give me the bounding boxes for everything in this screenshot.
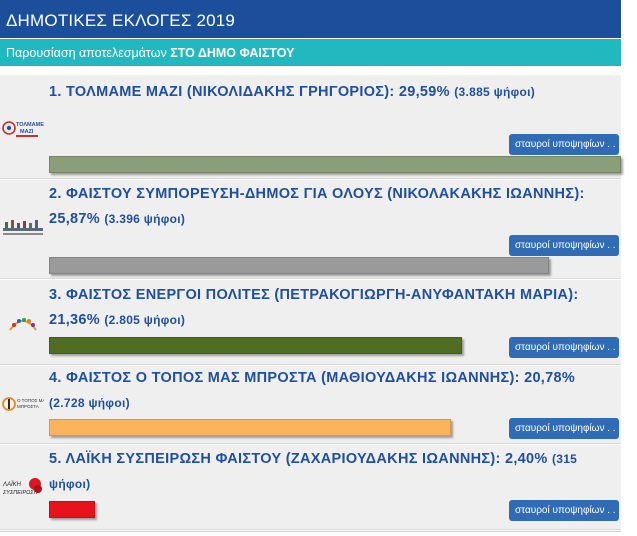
result-votes: (2.805 ψήφοι) [104, 313, 186, 327]
svg-text:Ο ΤΟΠΟΣ ΜΑΣ: Ο ΤΟΠΟΣ ΜΑΣ [17, 398, 44, 403]
result-title: 2. ΦΑΙΣΤΟΥ ΣΥΜΠΟΡΕΥΣΗ-ΔΗΜΟΣ ΓΙΑ ΟΛΟΥΣ (Ν… [49, 182, 609, 232]
result-card: Ο ΤΟΠΟΣ ΜΑΣ ΜΠΡΟΣΤΑ 4. ΦΑΙΣΤΟΣ Ο ΤΟΠΟΣ Μ… [0, 366, 621, 444]
svg-text:ΜΠΡΟΣΤΑ: ΜΠΡΟΣΤΑ [17, 404, 39, 409]
candidates-votes-button[interactable]: σταυροί υποψηφίων . . . [509, 418, 621, 439]
candidates-votes-button[interactable]: σταυροί υποψηφίων . . . [509, 235, 621, 256]
party-logo: ΛΑΪΚΗ ΣΥΣΠΕΙΡΩΣΗ [2, 475, 44, 501]
page-title: ΔΗΜΟΤΙΚΕΣ ΕΚΛΟΓΕΣ 2019 [0, 0, 621, 38]
svg-text:ΛΑΪΚΗ: ΛΑΪΚΗ [2, 481, 22, 488]
result-card: ΤΟΛΜΑΜΕ ΜΑΖΙ 1. ΤΟΛΜΑΜΕ ΜΑΖΙ (ΝΙΚΟΛΙΔΑΚΗ… [0, 75, 621, 179]
party-logo: Ο ΤΟΠΟΣ ΜΑΣ ΜΠΡΟΣΤΑ [2, 391, 44, 417]
result-card: 3. ΦΑΙΣΤΟΣ ΕΝΕΡΓΟΙ ΠΟΛΙΤΕΣ (ΠΕΤΡΑΚΟΓΙΩΡΓ… [0, 280, 621, 365]
result-title-text: 2. ΦΑΙΣΤΟΥ ΣΥΜΠΟΡΕΥΣΗ-ΔΗΜΟΣ ΓΙΑ ΟΛΟΥΣ (Ν… [49, 186, 585, 227]
svg-text:ΤΟΛΜΑΜΕ: ΤΟΛΜΑΜΕ [16, 122, 44, 128]
result-card: 2. ΦΑΙΣΤΟΥ ΣΥΜΠΟΡΕΥΣΗ-ΔΗΜΟΣ ΓΙΑ ΟΛΟΥΣ (Ν… [0, 180, 621, 279]
svg-text:ΣΥΣΠΕΙΡΩΣΗ: ΣΥΣΠΕΙΡΩΣΗ [2, 490, 38, 496]
result-bar [49, 337, 462, 354]
candidates-votes-button[interactable]: σταυροί υποψηφίων . . . [509, 134, 621, 155]
result-title-text: 5. ΛΑΪΚΗ ΣΥΣΠΕΙΡΩΣΗ ΦΑΙΣΤΟΥ (ΖΑΧΑΡΙΟΥΔΑΚ… [49, 451, 548, 467]
result-bar [49, 156, 621, 173]
result-title: 5. ΛΑΪΚΗ ΣΥΣΠΕΙΡΩΣΗ ΦΑΙΣΤΟΥ (ΖΑΧΑΡΙΟΥΔΑΚ… [49, 447, 609, 497]
party-logo [2, 310, 44, 336]
result-votes: (315 ψήφοι) [49, 452, 578, 491]
result-bar [49, 501, 95, 518]
subtitle-prefix: Παρουσίαση αποτελεσμάτων [6, 46, 167, 60]
subtitle-bar: Παρουσίαση αποτελεσμάτων ΣΤΟ ΔΗΜΟ ΦΑΙΣΤΟ… [0, 39, 621, 66]
candidates-votes-button[interactable]: σταυροί υποψηφίων . . . [509, 500, 621, 521]
result-votes: (2.728 ψήφοι) [49, 396, 130, 410]
result-votes: (3.885 ψήφοι) [454, 85, 536, 99]
result-title-text: 1. ΤΟΛΜΑΜΕ ΜΑΖΙ (ΝΙΚΟΛΙΔΑΚΗΣ ΓΡΗΓΟΡΙΟΣ):… [49, 84, 450, 100]
result-votes: (3.396 ψήφοι) [104, 212, 186, 226]
result-title-text: 3. ΦΑΙΣΤΟΣ ΕΝΕΡΓΟΙ ΠΟΛΙΤΕΣ (ΠΕΤΡΑΚΟΓΙΩΡΓ… [49, 287, 579, 328]
candidates-votes-button[interactable]: σταυροί υποψηφίων . . . [509, 337, 621, 358]
result-bar [49, 257, 549, 274]
result-title-text: 4. ΦΑΙΣΤΟΣ Ο ΤΟΠΟΣ ΜΑΣ ΜΠΡΟΣΤΑ (ΜΑΘΙΟΥΔΑ… [49, 370, 576, 386]
result-card: ΛΑΪΚΗ ΣΥΣΠΕΙΡΩΣΗ 5. ΛΑΪΚΗ ΣΥΣΠΕΙΡΩΣΗ ΦΑΙ… [0, 445, 621, 530]
result-title: 4. ΦΑΙΣΤΟΣ Ο ΤΟΠΟΣ ΜΑΣ ΜΠΡΟΣΤΑ (ΜΑΘΙΟΥΔΑ… [49, 366, 609, 416]
party-logo: ΤΟΛΜΑΜΕ ΜΑΖΙ [2, 115, 44, 141]
result-bar [49, 419, 451, 436]
result-title: 1. ΤΟΛΜΑΜΕ ΜΑΖΙ (ΝΙΚΟΛΙΔΑΚΗΣ ΓΡΗΓΟΡΙΟΣ):… [49, 80, 609, 105]
bottom-divider [0, 531, 621, 532]
svg-text:ΜΑΖΙ: ΜΑΖΙ [20, 129, 34, 135]
party-logo [2, 215, 44, 241]
subtitle-target: ΣΤΟ ΔΗΜΟ ΦΑΙΣΤΟΥ [170, 46, 295, 60]
result-title: 3. ΦΑΙΣΤΟΣ ΕΝΕΡΓΟΙ ΠΟΛΙΤΕΣ (ΠΕΤΡΑΚΟΓΙΩΡΓ… [49, 283, 609, 333]
